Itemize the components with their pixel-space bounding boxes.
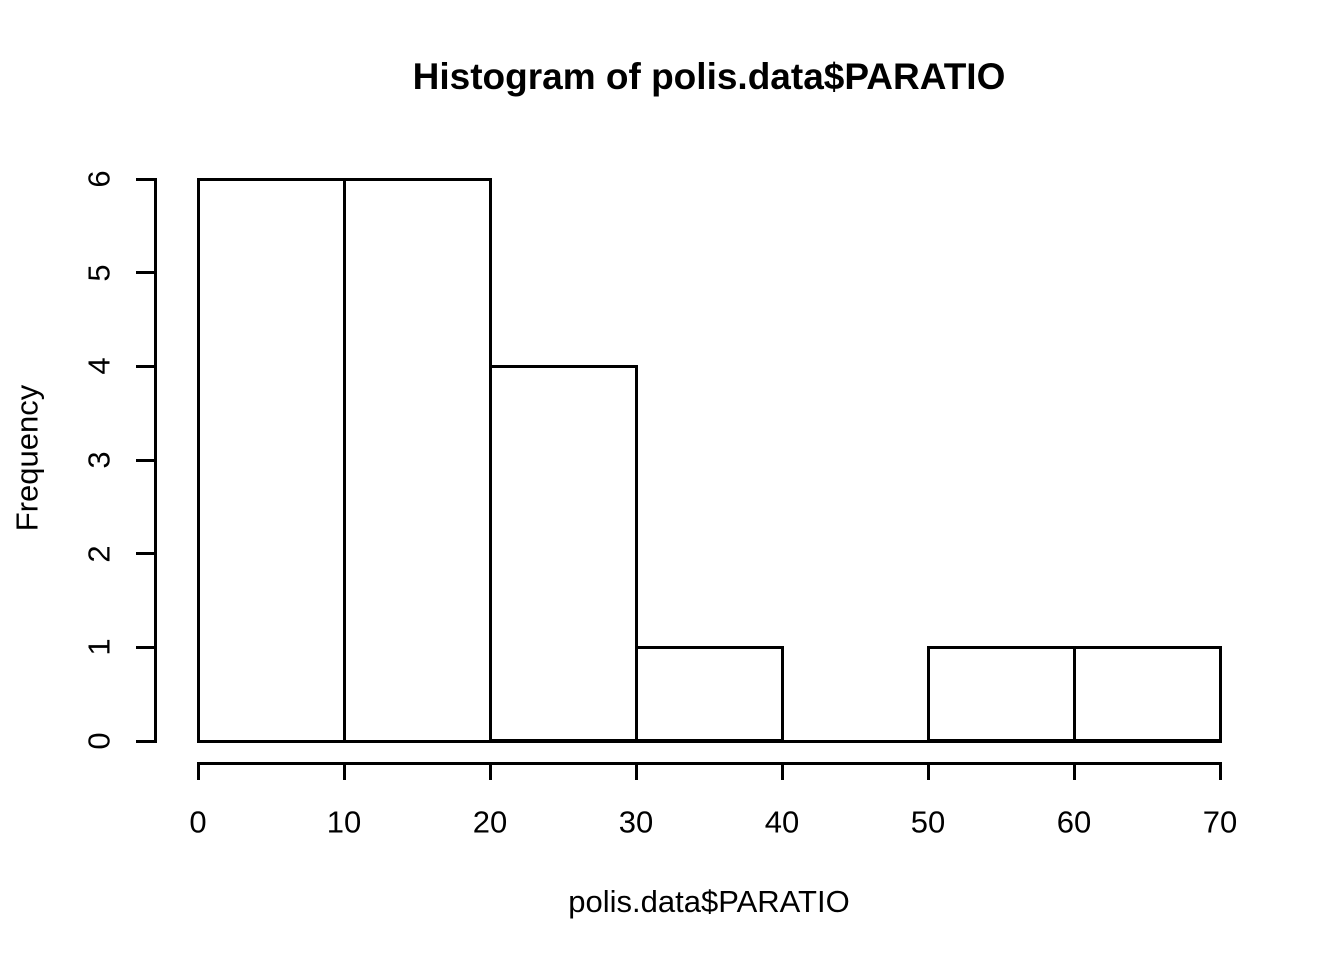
- y-axis-tick: [136, 364, 154, 368]
- y-tick-label: 4: [81, 357, 117, 375]
- x-tick-label: 10: [326, 804, 362, 840]
- x-axis-tick: [634, 761, 638, 780]
- x-tick-label: 60: [1056, 804, 1092, 840]
- x-tick-label: 40: [764, 804, 800, 840]
- y-axis-tick: [136, 177, 154, 181]
- y-axis-tick: [136, 458, 154, 462]
- histogram-bar: [1072, 645, 1222, 743]
- y-axis-tick: [136, 552, 154, 556]
- y-axis-line: [154, 177, 157, 743]
- histogram-bar: [488, 364, 638, 743]
- x-tick-label: 20: [472, 804, 508, 840]
- chart-title: Histogram of polis.data$PARATIO: [412, 56, 1006, 97]
- x-tick-label: 70: [1202, 804, 1238, 840]
- histogram-bar: [634, 645, 784, 743]
- x-axis-line: [196, 761, 1222, 765]
- y-tick-label: 5: [81, 264, 117, 282]
- histogram-bar: [196, 177, 346, 743]
- y-axis-tick: [136, 271, 154, 275]
- x-axis-tick: [926, 761, 930, 780]
- x-tick-label: 0: [189, 804, 207, 840]
- y-axis-tick: [136, 645, 154, 649]
- x-axis-tick: [1218, 761, 1222, 780]
- x-axis-tick: [196, 761, 200, 780]
- x-tick-label: 50: [910, 804, 946, 840]
- histogram-bar: [342, 177, 492, 743]
- y-axis-title: Frequency: [9, 384, 45, 532]
- x-axis-tick: [488, 761, 492, 780]
- x-axis-tick: [342, 761, 346, 780]
- y-axis-tick: [136, 739, 154, 743]
- x-tick-label: 30: [618, 804, 654, 840]
- y-tick-label: 6: [81, 170, 117, 188]
- x-axis-tick: [780, 761, 784, 780]
- y-tick-label: 1: [81, 638, 117, 656]
- y-tick-label: 2: [81, 545, 117, 563]
- x-axis-title: polis.data$PARATIO: [568, 884, 850, 919]
- y-tick-label: 0: [81, 732, 117, 750]
- x-axis-tick: [1072, 761, 1076, 780]
- histogram-bar: [926, 645, 1076, 743]
- y-tick-label: 3: [81, 451, 117, 469]
